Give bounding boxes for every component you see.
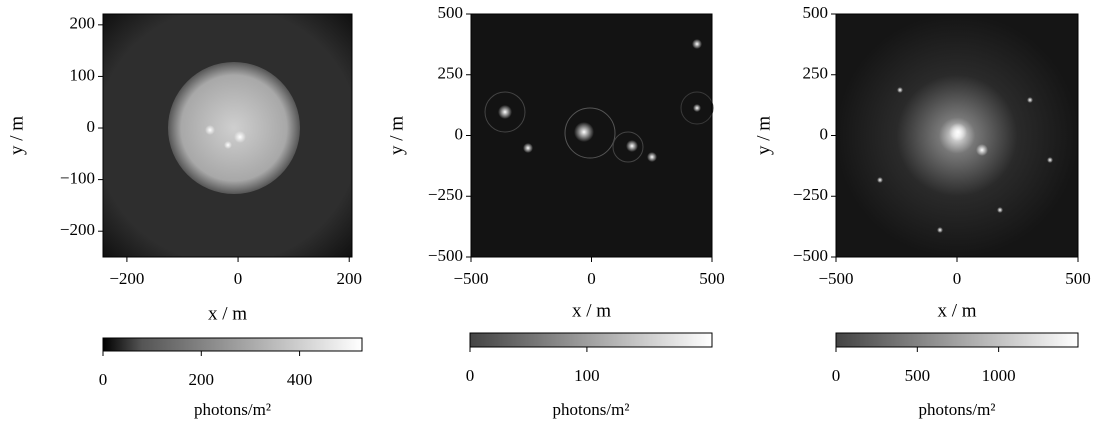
y-tick-label: 0 xyxy=(455,124,464,143)
image-spot xyxy=(937,227,943,233)
y-tick-label: 250 xyxy=(803,64,829,83)
image-spot xyxy=(976,144,988,156)
image-spot xyxy=(949,123,967,141)
y-axis-label: y / m xyxy=(386,116,407,155)
image-ring xyxy=(612,131,644,163)
image-spot xyxy=(647,152,657,162)
image-spot xyxy=(692,39,702,49)
y-tick-label: 0 xyxy=(820,124,829,143)
image-ring xyxy=(680,91,714,125)
image-disk xyxy=(168,62,300,194)
y-tick-label: −200 xyxy=(60,220,95,239)
x-tick-label: −200 xyxy=(109,269,144,288)
y-tick-label: 200 xyxy=(70,14,96,33)
y-tick-label: −500 xyxy=(793,246,828,265)
x-tick-label: −500 xyxy=(453,269,488,288)
image-spot xyxy=(877,177,883,183)
y-tick-label: 500 xyxy=(803,3,829,22)
x-axis-label: x / m xyxy=(937,300,976,321)
colorbar-tick-label: 0 xyxy=(832,366,841,385)
image-panel-2 xyxy=(471,14,714,257)
colorbar-tick-label: 200 xyxy=(189,370,215,389)
colorbar-tick-label: 500 xyxy=(905,366,931,385)
x-axis-label: x / m xyxy=(572,300,611,321)
image-ring xyxy=(564,107,616,159)
x-tick-label: 500 xyxy=(699,269,725,288)
colorbar-label: photons/m² xyxy=(919,400,996,419)
colorbar-tick-label: 0 xyxy=(466,366,475,385)
y-tick-label: −250 xyxy=(793,185,828,204)
y-axis-label: y / m xyxy=(6,116,27,155)
image-spot xyxy=(498,105,512,119)
x-tick-label: 200 xyxy=(336,269,362,288)
y-axis-label: y / m xyxy=(753,116,774,155)
x-tick-label: 0 xyxy=(234,269,243,288)
image-spot xyxy=(693,104,701,112)
colorbar-tick-label: 0 xyxy=(99,370,108,389)
image-spot xyxy=(234,131,246,143)
x-tick-label: 0 xyxy=(587,269,596,288)
image-spot xyxy=(574,122,594,142)
image-spot xyxy=(205,125,215,135)
image-spot xyxy=(1047,157,1053,163)
image-spot xyxy=(224,141,232,149)
image-spot xyxy=(897,87,903,93)
colorbar-tick-label: 100 xyxy=(574,366,600,385)
y-tick-label: 0 xyxy=(87,117,96,136)
colorbar xyxy=(469,332,713,348)
plot-frame xyxy=(102,13,353,258)
image-panel-3 xyxy=(836,14,1078,257)
y-tick-label: −250 xyxy=(428,185,463,204)
colorbar-tick-label: 400 xyxy=(287,370,313,389)
image-spot xyxy=(523,143,533,153)
y-tick-label: −500 xyxy=(428,246,463,265)
y-tick-label: −100 xyxy=(60,169,95,188)
y-tick-label: 100 xyxy=(70,65,96,84)
y-tick-label: 250 xyxy=(438,64,464,83)
colorbar-label: photons/m² xyxy=(553,400,630,419)
colorbar-tick-label: 1000 xyxy=(982,366,1016,385)
colorbar xyxy=(102,337,363,352)
colorbar-label: photons/m² xyxy=(194,400,271,419)
image-spot xyxy=(1027,97,1033,103)
image-spot xyxy=(997,207,1003,213)
image-ring xyxy=(484,91,526,133)
y-tick-label: 500 xyxy=(438,3,464,22)
x-axis-label: x / m xyxy=(208,303,247,324)
colorbar xyxy=(835,332,1079,348)
image-panel-1 xyxy=(103,14,352,257)
image-spot xyxy=(626,140,638,152)
x-tick-label: −500 xyxy=(818,269,853,288)
x-tick-label: 500 xyxy=(1065,269,1091,288)
x-tick-label: 0 xyxy=(953,269,962,288)
